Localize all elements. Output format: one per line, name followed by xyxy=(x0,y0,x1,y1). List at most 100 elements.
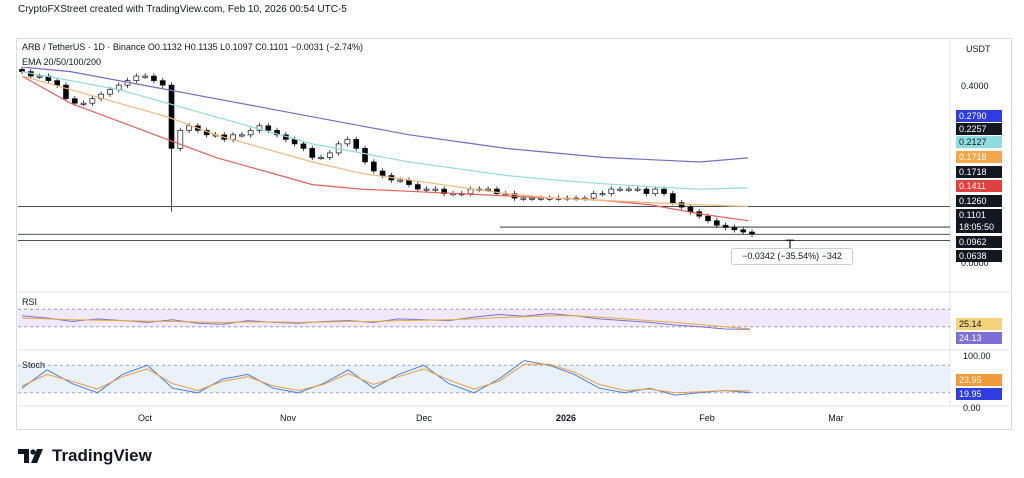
candle-body xyxy=(63,84,69,100)
rsi-value-tag: 24.13 xyxy=(956,332,1002,344)
ema-line-ema-200 xyxy=(21,66,749,163)
stoch-line-1 xyxy=(21,363,751,394)
x-axis-label: Mar xyxy=(828,413,844,423)
price-tag: 0.1101 xyxy=(956,209,1002,221)
candle-body xyxy=(608,188,615,194)
candle-body xyxy=(159,80,166,86)
candle-body xyxy=(300,143,307,149)
candle-body xyxy=(634,188,641,191)
candle-body xyxy=(669,193,676,203)
candle-body xyxy=(678,202,685,208)
candle-body xyxy=(414,184,421,190)
chart-frame xyxy=(16,38,1012,430)
price-axis-label: 0.4000 xyxy=(961,81,989,91)
candle-body xyxy=(353,139,360,149)
candle-body xyxy=(397,179,404,182)
candle-body xyxy=(643,188,650,194)
price-tag: 0.1260 xyxy=(956,195,1002,207)
stoch-d-value-tag: 23.95 xyxy=(956,374,1002,386)
candle-body xyxy=(713,220,720,226)
stoch-k-value-tag: 19.95 xyxy=(956,388,1002,400)
candle-body xyxy=(168,84,175,149)
candle-body xyxy=(432,188,439,191)
tradingview-logo: TradingView xyxy=(18,446,152,466)
candle-body xyxy=(529,197,535,200)
candle-body xyxy=(142,75,148,78)
candle-body xyxy=(80,102,87,105)
candle-body xyxy=(590,193,597,199)
candle-body xyxy=(740,229,747,233)
candle-body xyxy=(617,188,623,191)
ema-line-ema-100 xyxy=(21,71,749,190)
candle-body xyxy=(239,134,245,137)
candle-body xyxy=(107,89,113,95)
rsi-line-1 xyxy=(21,315,751,330)
x-axis-label: 2026 xyxy=(555,413,577,423)
candle-body xyxy=(485,188,491,191)
x-axis-label: Feb xyxy=(699,413,715,423)
candle-body xyxy=(722,224,729,228)
candle-body xyxy=(177,129,184,149)
stoch-line-0 xyxy=(21,360,751,396)
candle-body xyxy=(71,98,78,104)
candle-body xyxy=(494,188,500,194)
candle-body xyxy=(370,161,377,172)
stoch-pane-title: Stoch xyxy=(22,360,46,370)
price-tag: 0.1718 xyxy=(956,166,1002,178)
candle-body xyxy=(379,170,386,176)
candle-body xyxy=(309,148,316,158)
x-axis-label: Oct xyxy=(137,413,153,423)
stoch-axis-label: 0.00 xyxy=(963,403,981,413)
tradingview-logo-text: TradingView xyxy=(52,446,152,465)
candle-body xyxy=(423,188,430,191)
x-axis-label: Nov xyxy=(279,413,297,423)
ema-line-ema-20 xyxy=(21,75,749,222)
stoch-axis-label: 100.00 xyxy=(963,351,991,361)
rsi-ma-value-tag: 25.14 xyxy=(956,318,1002,330)
price-tag: 18:05:50 xyxy=(956,221,1002,233)
candle-body xyxy=(731,227,738,231)
tradingview-logo-icon xyxy=(18,449,43,463)
symbol-legend: ARB / TetherUS · 1D · Binance O0.1132 H0… xyxy=(22,42,364,52)
candle-body xyxy=(133,75,140,81)
rsi-pane-title: RSI xyxy=(22,297,38,307)
price-tag: 0.2127 xyxy=(956,136,1002,148)
price-tag: 0.1411 xyxy=(956,180,1002,192)
candle-body xyxy=(626,188,632,191)
currency-label: USDT xyxy=(966,44,991,54)
candle-body xyxy=(441,188,448,194)
candle-body xyxy=(54,80,61,86)
candle-body xyxy=(687,206,694,213)
stoch-band xyxy=(18,365,950,393)
chart-credit: CryptoFXStreet created with TradingView.… xyxy=(18,4,347,15)
candle-body xyxy=(362,148,368,163)
candle-body xyxy=(89,98,96,104)
ema-line-ema-50 xyxy=(21,75,749,207)
price-tag: 0.0962 xyxy=(956,236,1002,248)
candle-body xyxy=(467,188,474,194)
price-tag: 0.0638 xyxy=(956,250,1002,262)
candle-body xyxy=(291,139,298,145)
candle-body xyxy=(326,152,333,158)
ema-legend: EMA 20/50/100/200 xyxy=(22,57,102,67)
candle-body xyxy=(599,193,606,196)
price-tag: 0.1718 xyxy=(956,151,1002,163)
price-tag: 0.2257 xyxy=(956,123,1002,135)
candle-body xyxy=(661,188,667,194)
candle-body xyxy=(652,188,659,194)
candle-body xyxy=(538,197,544,200)
price-range-measure[interactable]: −0.0342 (−35.54%) −342 xyxy=(731,248,853,265)
candle-body xyxy=(265,125,272,131)
candle-body xyxy=(520,197,527,200)
price-tag: 0.2790 xyxy=(956,110,1002,122)
x-axis-label: Dec xyxy=(415,413,433,423)
candle-body xyxy=(274,129,280,136)
candle-body xyxy=(318,157,324,159)
candle-body xyxy=(749,231,755,235)
price-axis-label: 0.0000 xyxy=(961,258,989,268)
candle-body xyxy=(36,75,43,78)
candle-body xyxy=(247,129,254,136)
candle-body xyxy=(705,215,711,222)
candle-body xyxy=(344,139,351,145)
